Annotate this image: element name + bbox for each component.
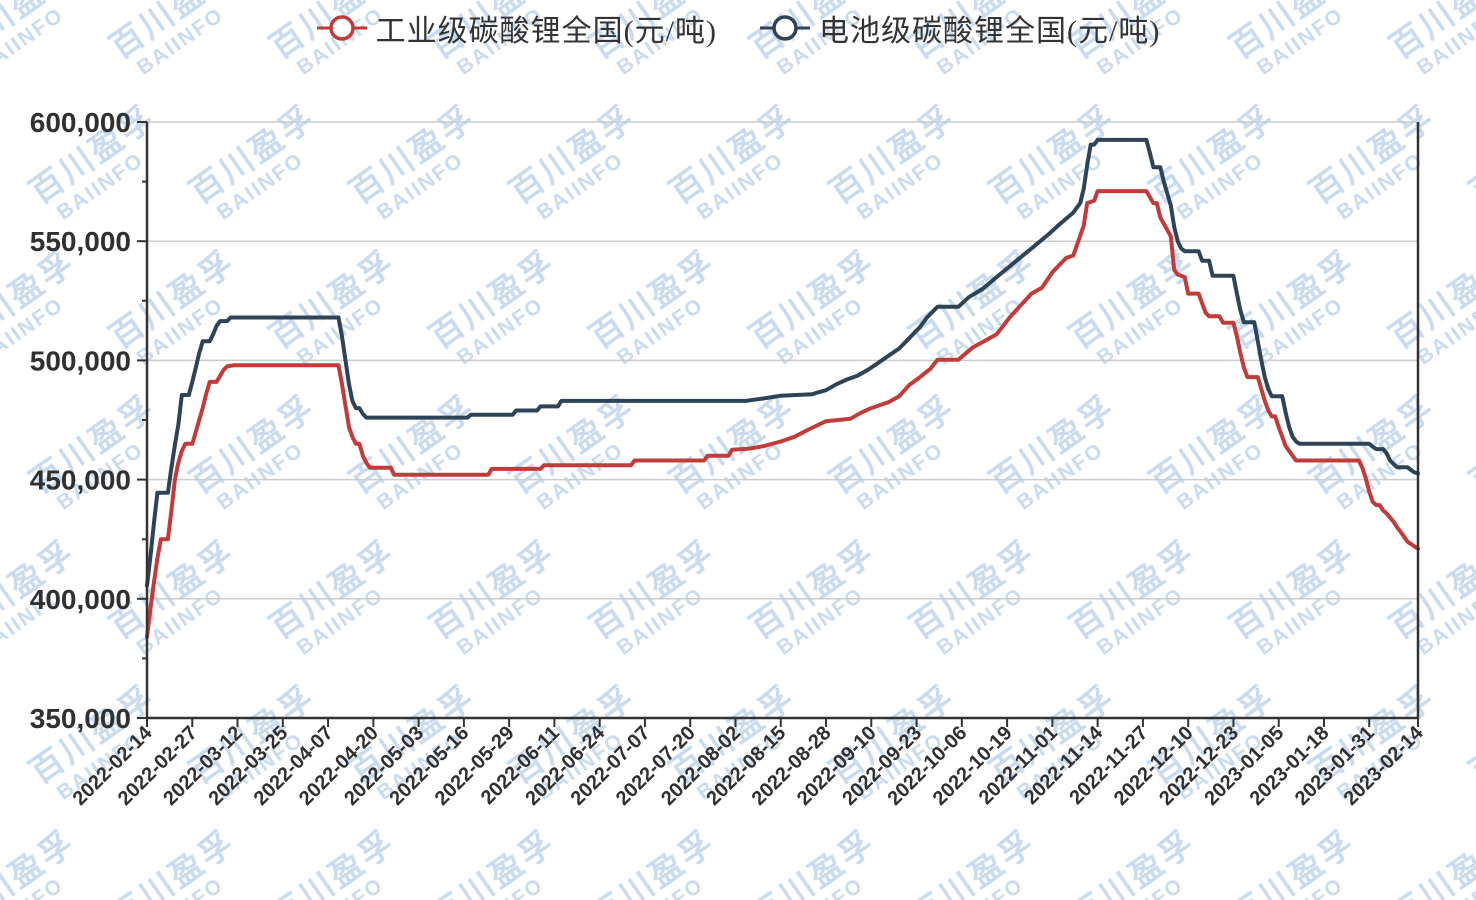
- watermark-cjk-text: 百川盈孚: [1463, 98, 1476, 211]
- y-tick-label: 600,000: [30, 107, 131, 138]
- legend-label-battery: 电池级碳酸锂全国(元/吨): [819, 15, 1161, 48]
- y-tick-label: 550,000: [30, 226, 131, 257]
- industrial-grade-series-line: [145, 189, 1420, 639]
- y-tick-label: 500,000: [30, 345, 131, 376]
- legend-item-industrial[interactable]: 工业级碳酸锂全国(元/吨): [316, 6, 717, 50]
- watermark-cjk-text: 百川盈孚: [1463, 388, 1476, 501]
- watermark-cjk-text: 百川盈孚: [1383, 823, 1476, 900]
- legend-label-industrial: 工业级碳酸锂全国(元/吨): [375, 15, 717, 48]
- watermark-cjk-text: 百川盈孚: [1463, 678, 1476, 791]
- y-tick-label: 450,000: [30, 465, 131, 496]
- series-layer: [145, 137, 1420, 639]
- chart-legend: 工业级碳酸锂全国(元/吨) 电池级碳酸锂全国(元/吨): [0, 6, 1476, 50]
- line-circle-marker-icon: [760, 15, 810, 41]
- battery-grade-series-line: [145, 137, 1420, 588]
- y-tick-label: 350,000: [30, 703, 131, 734]
- legend-item-battery[interactable]: 电池级碳酸锂全国(元/吨): [759, 6, 1160, 50]
- grid-layer: [147, 121, 1418, 600]
- line-circle-marker-icon: [316, 15, 367, 41]
- y-tick-label: 400,000: [30, 584, 131, 615]
